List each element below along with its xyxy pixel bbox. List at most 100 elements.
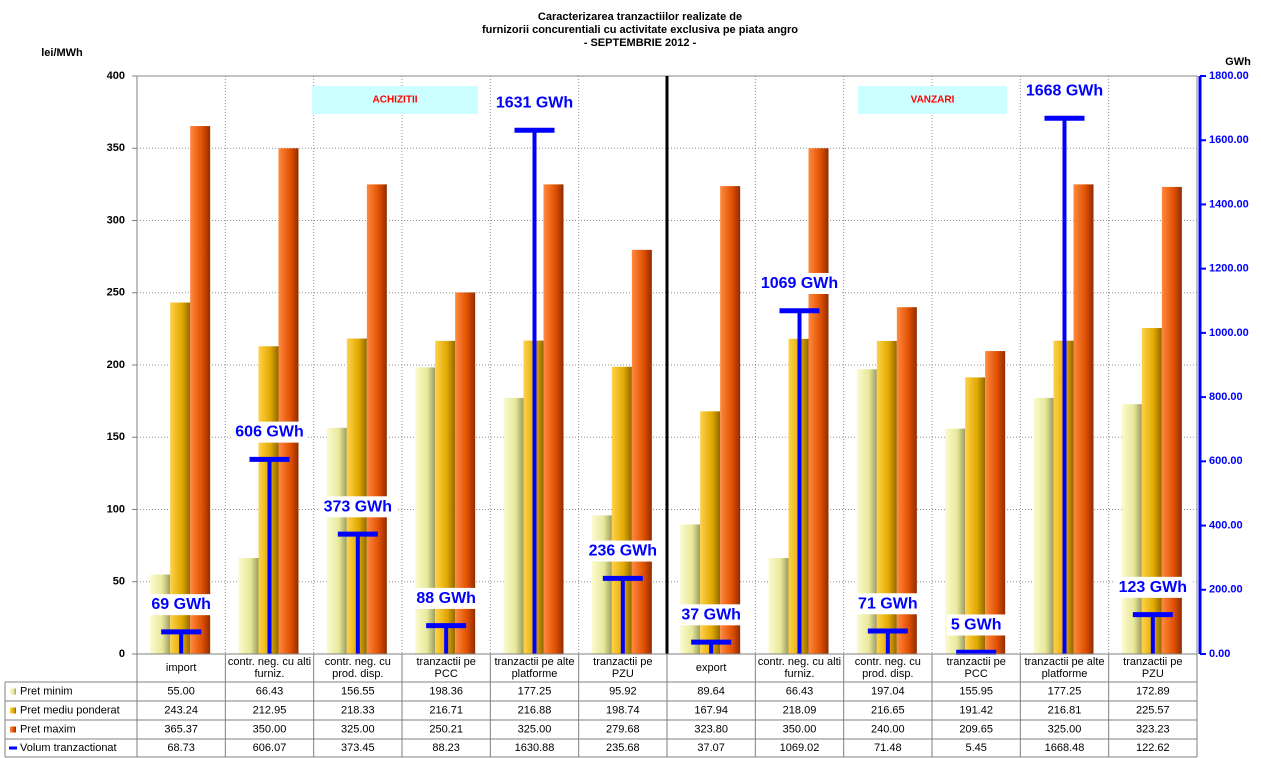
table-cell: 68.73 bbox=[167, 742, 195, 754]
legend-marker bbox=[10, 726, 16, 733]
bar bbox=[543, 184, 564, 654]
table-cell: 172.89 bbox=[1136, 685, 1170, 697]
y-tick-label: 250 bbox=[107, 287, 125, 299]
x-tick-label-box: tranzactii pe PZU bbox=[593, 656, 653, 680]
table-cell: 216.65 bbox=[871, 704, 905, 716]
table-cell: 250.21 bbox=[429, 723, 463, 735]
x-tick-label-box: import bbox=[165, 662, 197, 674]
bar bbox=[591, 515, 612, 654]
table-cell: 5.45 bbox=[965, 742, 986, 754]
table-cell: 122.62 bbox=[1136, 742, 1170, 754]
x-tick-label-box: tranzactii pe alte platforme bbox=[1024, 656, 1105, 680]
title-line: - SEPTEMBRIE 2012 - bbox=[584, 37, 697, 49]
y2-tick-label: 800.00 bbox=[1209, 391, 1243, 403]
section-label: ACHIZITII bbox=[373, 95, 418, 106]
section-label: VANZARI bbox=[911, 95, 955, 106]
table-cell: 66.43 bbox=[256, 685, 284, 697]
legend-label: Pret maxim bbox=[20, 723, 76, 735]
table-cell: 209.65 bbox=[959, 723, 993, 735]
x-tick-label: import bbox=[165, 662, 197, 674]
table-cell: 323.23 bbox=[1136, 723, 1170, 735]
data-label: 5 GWh bbox=[951, 616, 1002, 633]
table-cell: 325.00 bbox=[1048, 723, 1082, 735]
data-label: 1069 GWh bbox=[761, 275, 838, 292]
x-tick-label: contr. neg. cu prod. disp. bbox=[324, 656, 391, 680]
y-tick-label: 0 bbox=[119, 648, 125, 660]
bar bbox=[720, 186, 741, 654]
data-label-bg bbox=[147, 594, 215, 616]
data-label: 373 GWh bbox=[324, 498, 392, 515]
table-cell: 89.64 bbox=[697, 685, 725, 697]
bar bbox=[945, 428, 966, 654]
x-tick-label: tranzactii pe PCC bbox=[416, 656, 476, 680]
y-tick-label: 50 bbox=[113, 576, 125, 588]
data-label-bg bbox=[491, 92, 578, 114]
data-label: 69 GWh bbox=[151, 596, 211, 613]
table-cell: 71.48 bbox=[874, 742, 902, 754]
bar bbox=[435, 340, 456, 654]
x-tick-label: contr. neg. cu prod. disp. bbox=[854, 656, 921, 680]
y2-tick-label: 1600.00 bbox=[1209, 134, 1249, 146]
y2-tick-label: 1800.00 bbox=[1209, 70, 1249, 82]
table-cell: 350.00 bbox=[253, 723, 287, 735]
table-cell: 325.00 bbox=[518, 723, 552, 735]
legend-marker bbox=[10, 707, 16, 714]
table-cell: 167.94 bbox=[694, 704, 728, 716]
table-cell: 66.43 bbox=[786, 685, 814, 697]
table-cell: 197.04 bbox=[871, 685, 905, 697]
bar bbox=[631, 249, 652, 654]
legend-marker bbox=[10, 688, 16, 695]
table-cell: 216.88 bbox=[518, 704, 552, 716]
table-cell: 216.71 bbox=[429, 704, 463, 716]
data-label-bg bbox=[946, 614, 1006, 636]
data-label-bg bbox=[677, 604, 745, 626]
legend-marker bbox=[9, 746, 17, 750]
table-cell: 606.07 bbox=[253, 742, 287, 754]
table-cell: 350.00 bbox=[783, 723, 817, 735]
data-label: 1631 GWh bbox=[496, 95, 573, 112]
data-label-bg bbox=[1114, 576, 1192, 598]
bar bbox=[1141, 328, 1162, 654]
bar bbox=[1161, 186, 1182, 654]
y2-axis-label: GWh bbox=[1225, 56, 1251, 68]
y2-tick-label: 600.00 bbox=[1209, 455, 1243, 467]
table-cell: 95.92 bbox=[609, 685, 637, 697]
x-tick-label-box: export bbox=[696, 662, 727, 674]
table-cell: 325.00 bbox=[341, 723, 375, 735]
table-cell: 155.95 bbox=[959, 685, 993, 697]
table-cell: 37.07 bbox=[697, 742, 725, 754]
y-tick-label: 100 bbox=[107, 503, 125, 515]
data-label: 123 GWh bbox=[1119, 579, 1187, 596]
bar bbox=[680, 524, 701, 654]
data-label-bg bbox=[412, 587, 480, 609]
section-box bbox=[858, 86, 1007, 114]
bar bbox=[170, 302, 191, 654]
data-label: 606 GWh bbox=[235, 424, 303, 441]
x-tick-label: tranzactii pe PZU bbox=[593, 656, 653, 680]
y-tick-label: 150 bbox=[107, 431, 125, 443]
legend-label: Pret minim bbox=[20, 685, 73, 697]
x-tick-label-box: tranzactii pe alte platforme bbox=[494, 656, 574, 680]
y2-tick-label: 1000.00 bbox=[1209, 327, 1249, 339]
x-tick-label-box: contr. neg. cu alti furniz. bbox=[228, 656, 311, 680]
table-cell: 373.45 bbox=[341, 742, 375, 754]
table-cell: 240.00 bbox=[871, 723, 905, 735]
title-line: Caracterizarea tranzactiilor realizate d… bbox=[538, 11, 742, 23]
y-tick-label: 200 bbox=[107, 359, 125, 371]
table-cell: 212.95 bbox=[253, 704, 287, 716]
data-label-bg bbox=[756, 272, 843, 294]
x-tick-label: contr. neg. cu alti furniz. bbox=[757, 656, 842, 680]
table-cell: 225.57 bbox=[1136, 704, 1170, 716]
x-tick-label-box: tranzactii pe PCC bbox=[947, 656, 1006, 680]
bar bbox=[366, 184, 387, 654]
data-label-bg bbox=[231, 421, 308, 443]
table-cell: 218.09 bbox=[783, 704, 817, 716]
table-cell: 218.33 bbox=[341, 704, 375, 716]
x-tick-label: tranzactii pe alte platforme bbox=[1024, 656, 1105, 680]
table-cell: 235.68 bbox=[606, 742, 640, 754]
bar bbox=[768, 558, 789, 654]
table-cell: 1668.48 bbox=[1045, 742, 1085, 754]
legend-label: Volum tranzactionat bbox=[20, 742, 117, 754]
bar bbox=[1073, 184, 1094, 654]
y-tick-label: 300 bbox=[107, 214, 125, 226]
